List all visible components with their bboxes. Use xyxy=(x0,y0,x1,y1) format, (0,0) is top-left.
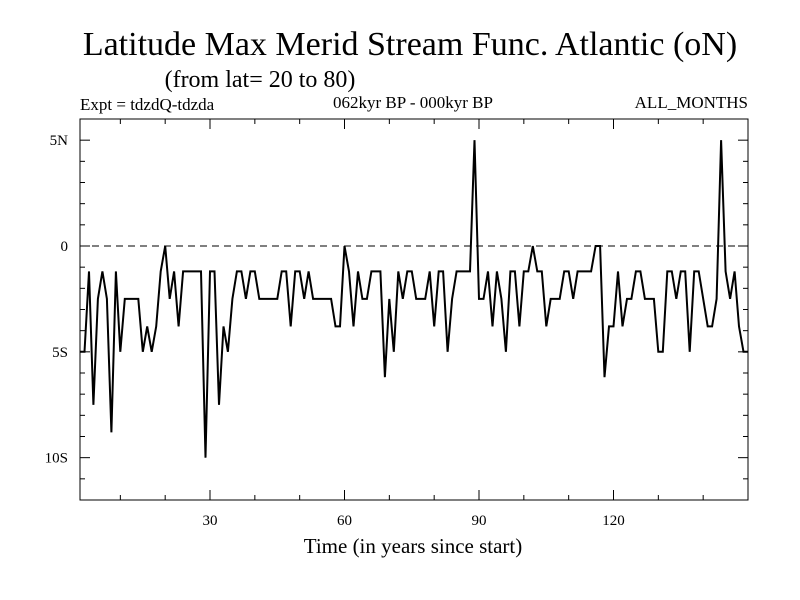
x-tick-label: 120 xyxy=(602,513,625,529)
chart-title: Latitude Max Merid Stream Func. Atlantic… xyxy=(83,26,737,63)
y-tick-label: 0 xyxy=(61,239,69,255)
x-axis-label: Time (in years since start) xyxy=(304,534,523,558)
x-tick-label: 60 xyxy=(337,513,352,529)
months-label: ALL_MONTHS xyxy=(635,93,748,112)
period-label: 062kyr BP - 000kyr BP xyxy=(333,93,493,112)
y-tick-label: 5S xyxy=(52,345,68,361)
y-tick-label: 10S xyxy=(45,451,68,467)
chart-subtitle: (from lat= 20 to 80) xyxy=(165,67,356,93)
x-tick-label: 90 xyxy=(472,513,487,529)
y-tick-label: 5N xyxy=(50,133,69,149)
x-tick-label: 30 xyxy=(203,513,218,529)
plot-area: 30 60 90 120 5N 0 5S 10S xyxy=(45,118,749,529)
series-line xyxy=(80,140,748,458)
expt-label: Expt = tdzdQ-tdzda xyxy=(80,95,215,114)
